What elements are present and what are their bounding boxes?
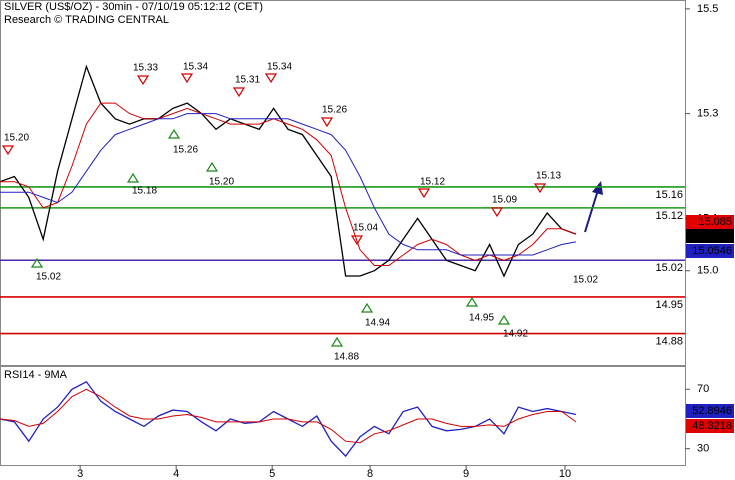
- y-tick-label: 15.5: [697, 3, 718, 15]
- annotation-label: 15.12: [420, 177, 445, 188]
- low-marker: [330, 336, 344, 347]
- price-tag: 52.8946: [692, 405, 732, 417]
- x-tick-label: 8: [367, 468, 373, 480]
- price-tag: 15.08: [704, 230, 732, 242]
- high-marker: [417, 188, 431, 199]
- annotation-label: 15.26: [173, 145, 198, 156]
- price-tag: 15.0546: [692, 245, 732, 257]
- low-marker: [360, 302, 374, 313]
- high-marker: [180, 73, 194, 84]
- annotation-label: 15.26: [322, 105, 347, 116]
- low-marker: [30, 257, 44, 268]
- price-tag-box: [686, 229, 734, 243]
- annotation-label: 15.31: [235, 75, 260, 86]
- low-marker: [497, 314, 511, 325]
- annotation-label: 15.02: [573, 275, 598, 286]
- annotation-label: 15.20: [209, 177, 234, 188]
- x-tick-label: 10: [559, 468, 571, 480]
- chart-subtitle: Research © TRADING CENTRAL: [4, 14, 169, 26]
- series-line: [0, 102, 577, 266]
- x-tick-label: 4: [173, 468, 179, 480]
- annotation-label: 14.94: [365, 318, 390, 329]
- level-label: 15.02: [655, 262, 683, 274]
- low-marker: [205, 161, 219, 172]
- high-marker: [350, 235, 364, 246]
- annotation-label: 14.92: [503, 329, 528, 340]
- level-label: 15.12: [655, 210, 683, 222]
- price-tag-box: [686, 419, 734, 433]
- price-tag: 48.3218: [692, 420, 732, 432]
- annotation-label: 15.33: [133, 63, 158, 74]
- series-line: [0, 64, 577, 278]
- level-label: 14.88: [655, 335, 683, 347]
- x-tick-label: 3: [77, 468, 83, 480]
- y-tick-label: 70: [697, 383, 709, 395]
- forecast-arrowhead: [592, 181, 603, 195]
- chart-title: SILVER (US$/OZ) - 30min - 07/10/19 05:12…: [4, 1, 263, 13]
- high-marker: [533, 183, 547, 194]
- annotation-label: 15.04: [353, 223, 378, 234]
- price-tag: 15.085: [698, 216, 732, 228]
- high-marker: [1, 145, 15, 156]
- forecast-arrow: [584, 189, 599, 233]
- annotation-label: 14.95: [469, 313, 494, 324]
- x-tick-label: 5: [269, 468, 275, 480]
- rsi-panel: [0, 366, 686, 466]
- price-tag-box: [686, 215, 734, 229]
- y-tick-label: 15.3: [697, 108, 718, 120]
- rsi-title: RSI14 - 9MA: [4, 369, 68, 381]
- series-line: [0, 388, 577, 444]
- high-marker: [136, 75, 150, 86]
- low-marker: [167, 128, 181, 139]
- annotation-label: 15.34: [183, 62, 208, 73]
- annotation-label: 15.18: [132, 186, 157, 197]
- series-line: [0, 113, 577, 256]
- level-label: 14.95: [655, 299, 683, 311]
- price-tag-box: [686, 404, 734, 418]
- y-tick-label: 30: [697, 443, 709, 455]
- annotation-label: 15.34: [267, 62, 292, 73]
- annotation-label: 15.09: [492, 195, 517, 206]
- high-marker: [232, 87, 246, 98]
- level-label: 15.16: [655, 189, 683, 201]
- price-tag-box: [686, 244, 734, 258]
- high-marker: [320, 117, 334, 128]
- annotation-label: 14.88: [334, 352, 359, 363]
- high-marker: [490, 207, 504, 218]
- low-marker: [126, 172, 140, 183]
- annotation-label: 15.02: [36, 272, 61, 283]
- x-tick-label: 9: [463, 468, 469, 480]
- annotation-label: 15.20: [4, 133, 29, 144]
- annotation-label: 15.13: [536, 171, 561, 182]
- low-marker: [465, 296, 479, 307]
- y-tick-label: 15.0: [697, 265, 718, 277]
- high-marker: [264, 73, 278, 84]
- price-panel: [0, 0, 686, 366]
